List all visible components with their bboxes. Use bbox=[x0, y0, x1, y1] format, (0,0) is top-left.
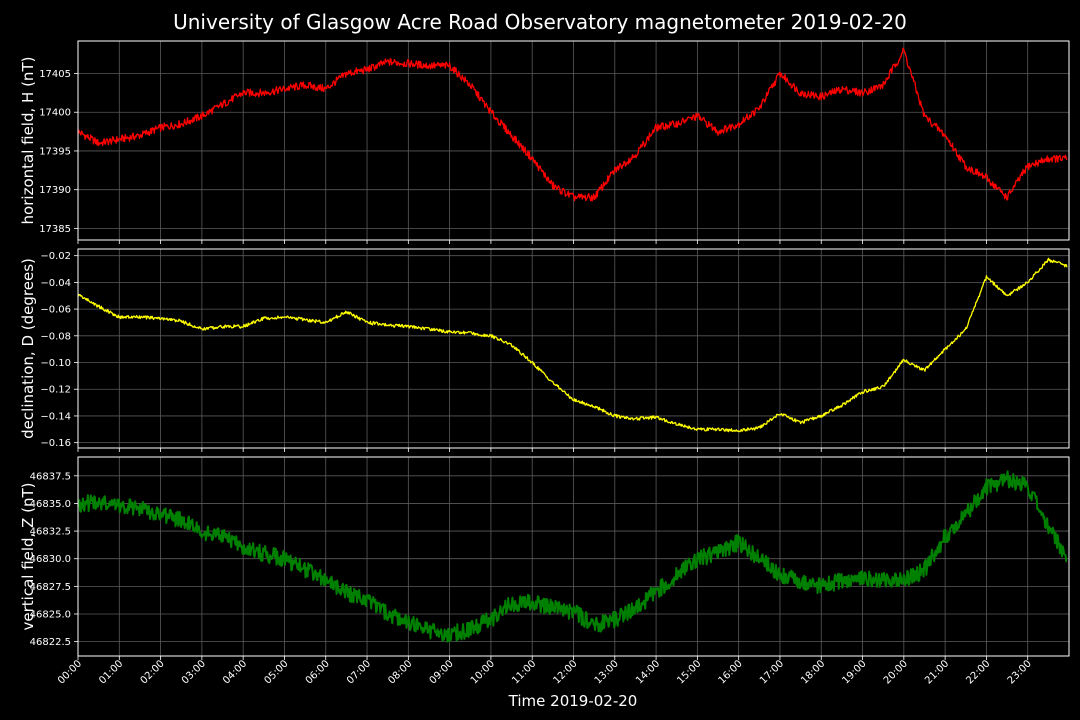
y-tick-label: −0.06 bbox=[40, 305, 71, 316]
y-tick-label: −0.10 bbox=[40, 358, 71, 369]
y-axis-label: declination, D (degrees) bbox=[19, 258, 37, 439]
y-tick-label: −0.16 bbox=[40, 438, 71, 449]
y-tick-label: −0.02 bbox=[40, 251, 71, 262]
z-panel: 46822.5 46825.0 46827.5 46830.0 46832.5 46835… bbox=[19, 456, 1070, 660]
d-panel: −0.16 −0.14 −0.12 −0.10 −0.08 −0.06 −0.04 −0.02… bbox=[19, 248, 1070, 452]
series-line bbox=[77, 257, 1068, 433]
y-tick-label: −0.08 bbox=[40, 331, 71, 342]
y-tick-label: 17385 bbox=[39, 224, 71, 235]
y-tick-label: 46822.5 bbox=[30, 637, 71, 648]
chart-title: University of Glasgow Acre Road Observat… bbox=[173, 10, 907, 34]
series-line bbox=[77, 470, 1068, 643]
y-tick-label: −0.12 bbox=[40, 385, 71, 396]
y-tick-label: 17390 bbox=[39, 185, 71, 196]
panel-frame bbox=[77, 40, 1070, 241]
y-tick-label: 46832.5 bbox=[30, 527, 71, 538]
y-axis-label: horizontal field, H (nT) bbox=[19, 57, 37, 225]
y-tick-label: −0.04 bbox=[40, 278, 71, 289]
y-tick-label: 17395 bbox=[39, 146, 71, 157]
y-tick-label: −0.14 bbox=[40, 411, 71, 422]
y-axis-label: vertical field, Z (nT) bbox=[19, 482, 37, 630]
y-tick-label: 46825.0 bbox=[30, 609, 71, 620]
x-axis-label: Time 2019-02-20 bbox=[508, 692, 638, 710]
panel-frame bbox=[77, 456, 1070, 657]
y-tick-label: 46830.0 bbox=[30, 554, 71, 565]
series-line bbox=[77, 47, 1068, 202]
y-tick-label: 17405 bbox=[39, 69, 71, 80]
y-tick-label: 46835.0 bbox=[30, 499, 71, 510]
panel-frame bbox=[77, 248, 1070, 449]
y-tick-label: 46837.5 bbox=[30, 471, 71, 482]
y-tick-label: 17400 bbox=[39, 108, 71, 119]
y-tick-label: 46827.5 bbox=[30, 582, 71, 593]
